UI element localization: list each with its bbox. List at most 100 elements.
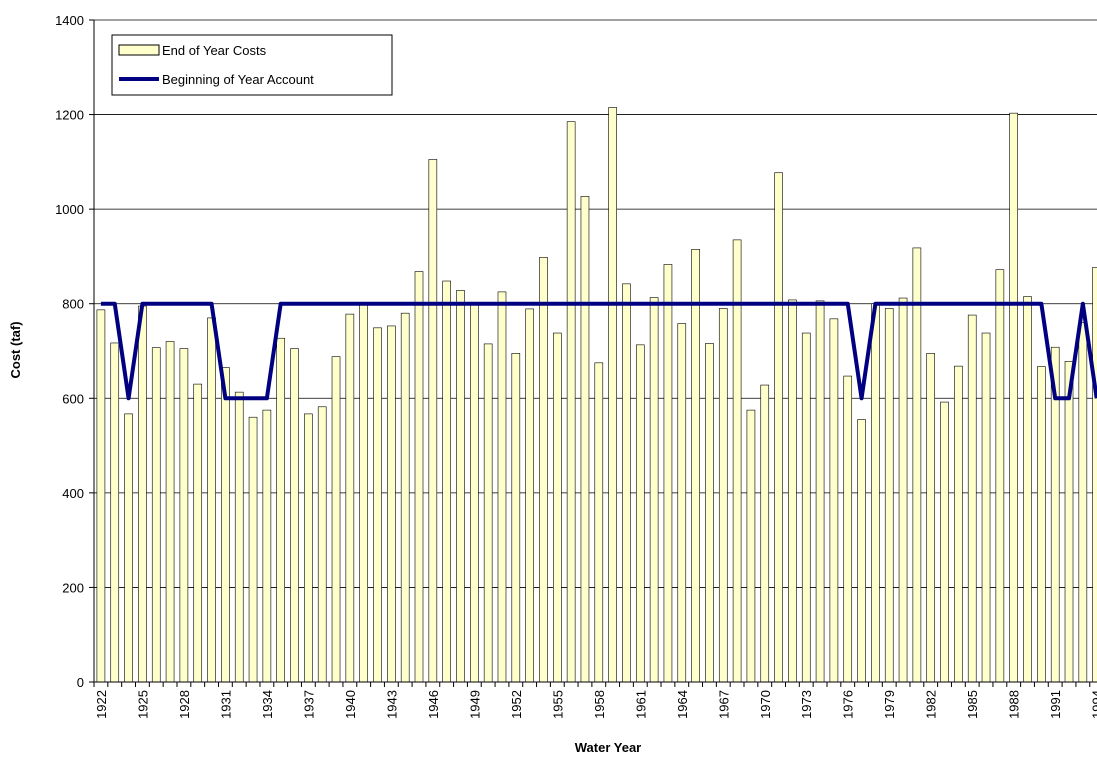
bar: [801, 332, 811, 683]
x-axis-title: Water Year: [575, 740, 642, 755]
bar: [359, 303, 368, 683]
bar: [400, 312, 410, 683]
bar: [234, 391, 244, 683]
bar: [1009, 112, 1018, 683]
y-tick-label: 600: [62, 391, 84, 406]
bar: [1023, 296, 1032, 683]
x-tick-label: 1928: [177, 690, 192, 719]
x-tick-label: 1925: [135, 690, 150, 719]
bar: [276, 337, 286, 683]
bar: [774, 172, 783, 683]
bar: [857, 419, 866, 683]
line: [100, 301, 1097, 401]
x-tick-label: 1940: [343, 690, 358, 719]
x-tick-label: 1946: [426, 690, 441, 719]
bar: [304, 413, 313, 683]
bar: [525, 308, 534, 683]
bar: [1092, 267, 1097, 683]
x-tick-label: 1949: [467, 690, 482, 719]
bar: [511, 353, 521, 683]
bar: [649, 297, 659, 683]
bar: [635, 344, 645, 683]
bar: [608, 107, 617, 683]
x-tick-label: 1994: [1090, 690, 1097, 719]
bar: [317, 406, 327, 683]
x-tick-label: 1922: [94, 690, 109, 719]
y-axis-title: Cost (taf): [8, 321, 23, 378]
x-tick-label: 1982: [924, 690, 939, 719]
bar: [912, 247, 922, 683]
x-tick-label: 1985: [965, 690, 980, 719]
bar: [788, 299, 797, 683]
bar: [470, 303, 479, 683]
bar: [898, 297, 908, 683]
bar: [414, 271, 424, 683]
bar: [165, 341, 175, 683]
bar: [1078, 322, 1088, 683]
y-tick-label: 800: [62, 297, 84, 312]
bar: [1037, 366, 1046, 683]
bar: [566, 121, 576, 683]
y-tick-label: 400: [62, 486, 84, 501]
bar: [760, 384, 770, 683]
bar: [138, 305, 147, 683]
x-tick-label: 1931: [218, 690, 233, 719]
bar: [456, 290, 465, 683]
x-tick-label: 1976: [841, 690, 856, 719]
bar: [691, 249, 700, 683]
bar: [373, 327, 382, 683]
y-tick-label: 1200: [55, 108, 84, 123]
y-tick-label: 200: [62, 580, 84, 595]
bar: [539, 257, 548, 683]
bar: [663, 264, 673, 683]
bar: [442, 280, 451, 683]
x-tick-label: 1991: [1048, 690, 1063, 719]
bar: [497, 291, 507, 683]
bar: [871, 303, 880, 683]
bar: [110, 342, 120, 683]
x-tick-label: 1958: [592, 690, 607, 719]
bar: [262, 409, 272, 683]
bar: [954, 365, 963, 683]
legend-label: Beginning of Year Account: [162, 72, 314, 87]
bar: [553, 332, 562, 683]
bar: [151, 347, 161, 683]
x-tick-label: 1961: [633, 690, 648, 719]
bar: [580, 196, 590, 683]
bar: [967, 314, 977, 683]
bar: [594, 362, 604, 683]
x-tick-label: 1973: [799, 690, 814, 719]
bar: [677, 323, 687, 683]
y-tick-label: 0: [77, 675, 84, 690]
bar: [331, 356, 341, 683]
bar: [345, 313, 355, 683]
bar: [483, 343, 493, 683]
bar: [428, 159, 438, 683]
bar: [193, 383, 203, 683]
bar: [732, 239, 742, 683]
bar: [221, 367, 230, 683]
x-tick-label: 1964: [675, 690, 690, 719]
bar: [926, 353, 936, 683]
x-tick-label: 1952: [509, 690, 524, 719]
bar: [884, 308, 894, 683]
x-tick-label: 1967: [716, 690, 731, 719]
x-tick-label: 1979: [882, 690, 897, 719]
bar: [387, 325, 396, 683]
bar: [705, 343, 714, 683]
bar: [995, 269, 1005, 683]
x-tick-label: 1934: [260, 690, 275, 719]
x-tick-label: 1937: [301, 690, 316, 719]
y-tick-label: 1000: [55, 202, 84, 217]
bar: [829, 318, 839, 683]
x-tick-label: 1943: [384, 690, 399, 719]
x-tick-label: 1988: [1007, 690, 1022, 719]
bar: [207, 317, 216, 683]
bar: [1064, 361, 1074, 683]
bar: [124, 413, 133, 683]
legend-swatch: [118, 44, 160, 56]
legend-label: End of Year Costs: [162, 43, 267, 58]
bar: [248, 416, 258, 683]
bar: [290, 348, 299, 683]
